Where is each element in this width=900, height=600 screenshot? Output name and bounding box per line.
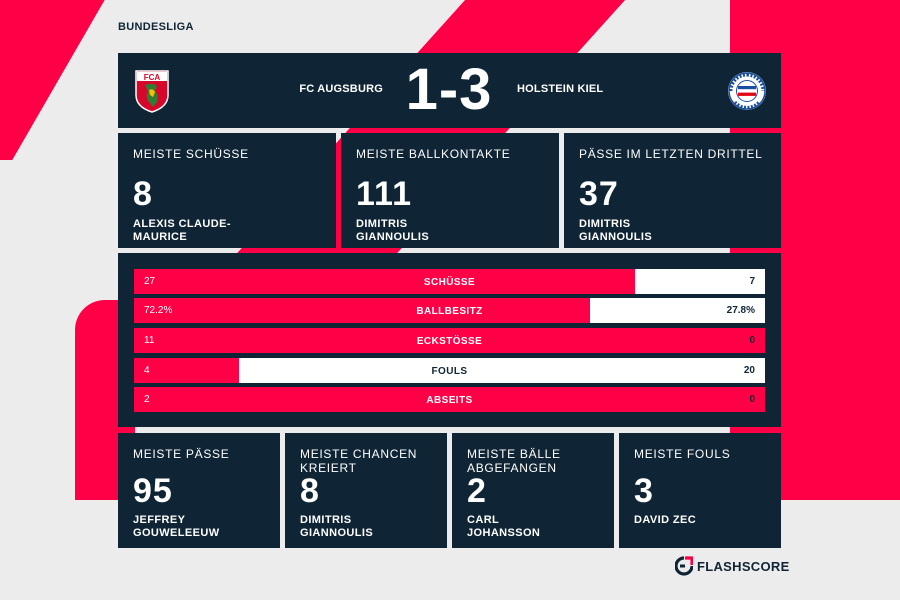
away-value: 7	[749, 276, 755, 287]
card-player: JEFFREY GOUWELEEUW	[133, 514, 220, 539]
away-value: 27.8%	[726, 305, 755, 316]
card-meiste-ballkontakte: MEISTE BALLKONTAKTE 111 DIMITRIS GIANNOU…	[341, 133, 559, 248]
home-crest-text: FCA	[144, 73, 161, 82]
stat-name: ABSEITS	[426, 395, 473, 406]
home-share-bar	[134, 298, 590, 323]
stat-name: ECKSTÖSSE	[416, 336, 483, 347]
card-player: DAVID ZEC	[634, 514, 697, 526]
home-value: 11	[144, 335, 155, 346]
home-share-bar	[134, 269, 635, 294]
card-label: MEISTE BÄLLE ABGEFANGEN	[467, 447, 561, 475]
card-value: 3	[634, 472, 654, 510]
stat-row-abseits: 2 ABSEITS 0	[134, 387, 765, 412]
league-title: BUNDESLIGA	[118, 21, 194, 33]
home-share-bar	[134, 328, 765, 353]
stat-name: BALLBESITZ	[416, 306, 483, 317]
card-label: MEISTE SCHÜSSE	[133, 147, 249, 161]
home-value: 27	[144, 276, 156, 287]
holstein-kiel-crest-icon	[728, 72, 766, 110]
card-value: 95	[133, 472, 173, 510]
card-player: ALEXIS CLAUDE-MAURICE	[133, 218, 231, 243]
stat-row-ballbesitz: 72.2% BALLBESITZ 27.8%	[134, 298, 765, 323]
card-label: MEISTE CHANCEN KREIERT	[300, 447, 418, 475]
card-player: DIMITRIS GIANNOULIS	[579, 218, 653, 243]
card-label: PÄSSE IM LETZTEN DRITTEL	[579, 147, 763, 161]
card-value: 8	[133, 175, 153, 213]
match-header: FCA FC AUGSBURG 1-3 HOLSTEIN KIEL	[118, 53, 781, 128]
flashscore-mark-icon	[675, 556, 693, 576]
card-meiste-chancen-kreiert: MEISTE CHANCEN KREIERT 8 DIMITRIS GIANNO…	[285, 433, 447, 548]
home-team-name: FC AUGSBURG	[299, 83, 383, 95]
card-value: 8	[300, 472, 320, 510]
stat-row-fouls: 4 FOULS 20	[134, 358, 765, 383]
card-meiste-schuesse: MEISTE SCHÜSSE 8 ALEXIS CLAUDE-MAURICE	[118, 133, 336, 248]
card-player: CARL JOHANSSON	[467, 514, 541, 539]
home-value: 2	[144, 394, 150, 405]
fc-augsburg-crest-icon: FCA	[135, 70, 169, 113]
card-label: MEISTE BALLKONTAKTE	[356, 147, 511, 161]
home-value: 72.2%	[144, 305, 173, 316]
card-label: MEISTE FOULS	[634, 447, 731, 461]
home-share-bar	[134, 358, 240, 383]
card-meiste-baelle-abgefangen: MEISTE BÄLLE ABGEFANGEN 2 CARL JOHANSSON	[452, 433, 614, 548]
away-value: 0	[749, 335, 755, 346]
card-player: DIMITRIS GIANNOULIS	[300, 514, 374, 539]
background-stripe-top-left	[0, 0, 128, 160]
home-value: 4	[144, 365, 150, 376]
away-value: 0	[749, 394, 755, 405]
stat-name: SCHÜSSE	[423, 277, 476, 288]
away-value: 20	[743, 365, 755, 376]
card-value: 2	[467, 472, 487, 510]
home-share-bar	[134, 387, 765, 412]
card-player: DIMITRIS GIANNOULIS	[356, 218, 430, 243]
card-value: 111	[356, 175, 412, 213]
match-score: 1-3	[405, 57, 493, 122]
team-stats-panel: 27 SCHÜSSE 7 72.2% BALLBESITZ 27.8% 11 E…	[118, 253, 781, 427]
stat-row-eckstoesse: 11 ECKSTÖSSE 0	[134, 328, 765, 353]
card-paesse-letztes-drittel: PÄSSE IM LETZTEN DRITTEL 37 DIMITRIS GIA…	[564, 133, 781, 248]
card-meiste-paesse: MEISTE PÄSSE 95 JEFFREY GOUWELEEUW	[118, 433, 280, 548]
card-meiste-fouls: MEISTE FOULS 3 DAVID ZEC	[619, 433, 781, 548]
away-team-name: HOLSTEIN KIEL	[517, 83, 604, 95]
stat-row-schuesse: 27 SCHÜSSE 7	[134, 269, 765, 294]
brand-name: FLASHSCORE	[697, 559, 790, 574]
card-value: 37	[579, 175, 619, 213]
card-label: MEISTE PÄSSE	[133, 447, 230, 461]
stat-name: FOULS	[431, 366, 468, 377]
